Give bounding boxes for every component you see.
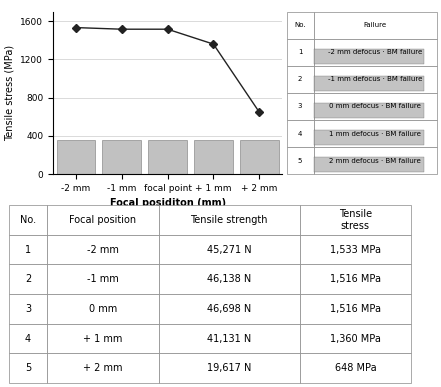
- Text: -1 mm: -1 mm: [87, 274, 119, 284]
- Text: 2 mm defocus · BM failure: 2 mm defocus · BM failure: [329, 158, 421, 164]
- Bar: [47, 324, 159, 353]
- Bar: [314, 130, 424, 145]
- Text: 0 mm: 0 mm: [89, 304, 117, 314]
- Text: -1 mm defocus · BM failure: -1 mm defocus · BM failure: [328, 76, 422, 82]
- Text: 3: 3: [298, 103, 303, 110]
- Bar: [287, 66, 314, 93]
- Bar: [314, 93, 437, 120]
- Text: 19,617 N: 19,617 N: [207, 363, 251, 373]
- Text: 46,698 N: 46,698 N: [207, 304, 251, 314]
- Bar: [287, 147, 314, 174]
- Bar: [314, 66, 437, 93]
- Bar: [300, 294, 411, 324]
- Text: + 1 mm: + 1 mm: [83, 334, 123, 344]
- Text: 3: 3: [25, 304, 31, 314]
- Bar: [287, 39, 314, 66]
- Text: 5: 5: [298, 158, 303, 164]
- Bar: [314, 103, 424, 118]
- Text: 45,271 N: 45,271 N: [207, 245, 251, 255]
- Bar: [47, 353, 159, 383]
- Bar: [9, 353, 47, 383]
- Text: 1: 1: [298, 49, 303, 55]
- Bar: [240, 140, 279, 174]
- Bar: [314, 76, 424, 91]
- Bar: [287, 120, 314, 147]
- Bar: [300, 205, 411, 235]
- Text: Tensile strength: Tensile strength: [191, 215, 268, 225]
- Text: 648 MPa: 648 MPa: [335, 363, 376, 373]
- Bar: [314, 49, 424, 64]
- Bar: [158, 264, 300, 294]
- Bar: [314, 158, 424, 172]
- Bar: [314, 39, 437, 66]
- Text: No.: No.: [294, 22, 306, 28]
- Bar: [9, 235, 47, 264]
- Text: -2 mm: -2 mm: [87, 245, 119, 255]
- Text: 41,131 N: 41,131 N: [207, 334, 251, 344]
- Bar: [314, 147, 437, 174]
- Bar: [47, 235, 159, 264]
- Text: Tensile
stress: Tensile stress: [339, 209, 372, 231]
- Bar: [9, 264, 47, 294]
- Bar: [314, 120, 437, 147]
- Bar: [300, 353, 411, 383]
- Bar: [56, 140, 95, 174]
- Text: 1,533 MPa: 1,533 MPa: [330, 245, 381, 255]
- Bar: [300, 264, 411, 294]
- Bar: [148, 140, 187, 174]
- Text: 4: 4: [25, 334, 31, 344]
- Bar: [194, 140, 233, 174]
- Text: Focal position: Focal position: [69, 215, 137, 225]
- X-axis label: Focal posiditon (mm): Focal posiditon (mm): [109, 199, 226, 209]
- Text: 5: 5: [25, 363, 31, 373]
- Text: 2: 2: [298, 76, 303, 82]
- Bar: [102, 140, 141, 174]
- Text: 2: 2: [25, 274, 31, 284]
- Text: No.: No.: [20, 215, 36, 225]
- Text: 1,360 MPa: 1,360 MPa: [330, 334, 381, 344]
- Text: + 2 mm: + 2 mm: [83, 363, 123, 373]
- Bar: [158, 294, 300, 324]
- Bar: [158, 235, 300, 264]
- Text: 1,516 MPa: 1,516 MPa: [330, 274, 381, 284]
- Bar: [47, 264, 159, 294]
- Bar: [158, 205, 300, 235]
- Bar: [9, 205, 47, 235]
- Bar: [300, 324, 411, 353]
- Bar: [287, 12, 314, 39]
- Bar: [9, 324, 47, 353]
- Bar: [287, 93, 314, 120]
- Bar: [300, 235, 411, 264]
- Text: Failure: Failure: [363, 22, 387, 28]
- Text: 46,138 N: 46,138 N: [207, 274, 251, 284]
- Text: 4: 4: [298, 130, 303, 137]
- Bar: [47, 205, 159, 235]
- Bar: [158, 324, 300, 353]
- Bar: [47, 294, 159, 324]
- Bar: [158, 353, 300, 383]
- Bar: [314, 12, 437, 39]
- Y-axis label: Tensile stress (MPa): Tensile stress (MPa): [5, 45, 15, 141]
- Bar: [9, 294, 47, 324]
- Text: 1 mm defocus · BM failure: 1 mm defocus · BM failure: [329, 130, 421, 137]
- Text: 1: 1: [25, 245, 31, 255]
- Text: 0 mm defocus · BM failure: 0 mm defocus · BM failure: [329, 103, 421, 110]
- Text: -2 mm defocus · BM failure: -2 mm defocus · BM failure: [328, 49, 422, 55]
- Text: 1,516 MPa: 1,516 MPa: [330, 304, 381, 314]
